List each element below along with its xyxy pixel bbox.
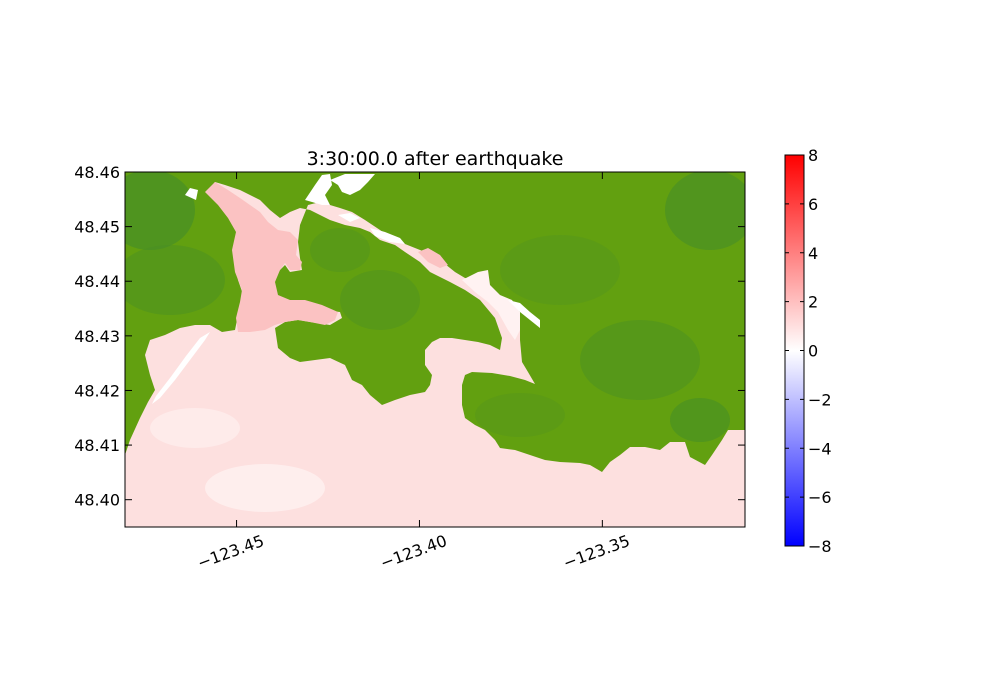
dry-patch [462, 270, 520, 340]
plot-title: 3:30:00.0 after earthquake [307, 148, 564, 170]
terrain-shade [125, 245, 225, 315]
x-tick-label: −123.40 [378, 531, 450, 573]
y-tick-label: 48.41 [74, 436, 120, 455]
colorbar-tick-label: 0 [808, 342, 818, 361]
colorbar-tick-label: −6 [808, 488, 832, 507]
dry-patch [338, 213, 360, 222]
colorbar-tick-label: 2 [808, 293, 818, 312]
water-light-patch [150, 408, 240, 448]
axes-frame [124, 171, 746, 528]
y-tick-label: 48.40 [74, 491, 120, 510]
land-mass [125, 172, 745, 472]
terrain-shade [580, 320, 700, 400]
dry-patch [508, 300, 540, 328]
y-tick-label: 48.42 [74, 381, 120, 400]
terrain-shade [665, 172, 745, 250]
y-tick-label: 48.46 [74, 163, 120, 182]
dry-patch [330, 174, 375, 195]
harbour-inlet [205, 182, 338, 332]
terrain-shade [670, 398, 730, 442]
y-tick-label: 48.44 [74, 272, 120, 291]
y-axis: 48.46 48.45 48.44 48.43 48.42 48.41 48.40 [74, 163, 745, 510]
colorbar-tick-label: −2 [808, 390, 832, 409]
spit [152, 332, 210, 404]
colorbar-tick-label: −8 [808, 537, 832, 556]
dry-patch [185, 188, 198, 200]
terrain-shade [500, 235, 620, 305]
dry-patch [370, 228, 405, 244]
map-area [125, 172, 745, 527]
inlet-pink [418, 248, 448, 268]
dry-patch [305, 174, 332, 205]
terrain-shade [310, 228, 370, 272]
terrain-shade [125, 172, 195, 250]
y-tick-label: 48.43 [74, 327, 120, 346]
colorbar-tick-label: 8 [808, 146, 818, 165]
colorbar-tick-label: 4 [808, 244, 818, 263]
x-tick-label: −123.35 [561, 531, 633, 573]
water-light-patch [205, 464, 325, 512]
x-tick-label: −123.45 [195, 531, 267, 573]
y-tick-label: 48.45 [74, 218, 120, 237]
colorbar-axis: 8 6 4 2 0 −2 −4 −6 −8 [785, 146, 832, 556]
terrain-shade [475, 393, 565, 437]
terrain-shade [340, 270, 420, 330]
colorbar-tick-label: 6 [808, 195, 818, 214]
colorbar-tick-label: −4 [808, 439, 832, 458]
